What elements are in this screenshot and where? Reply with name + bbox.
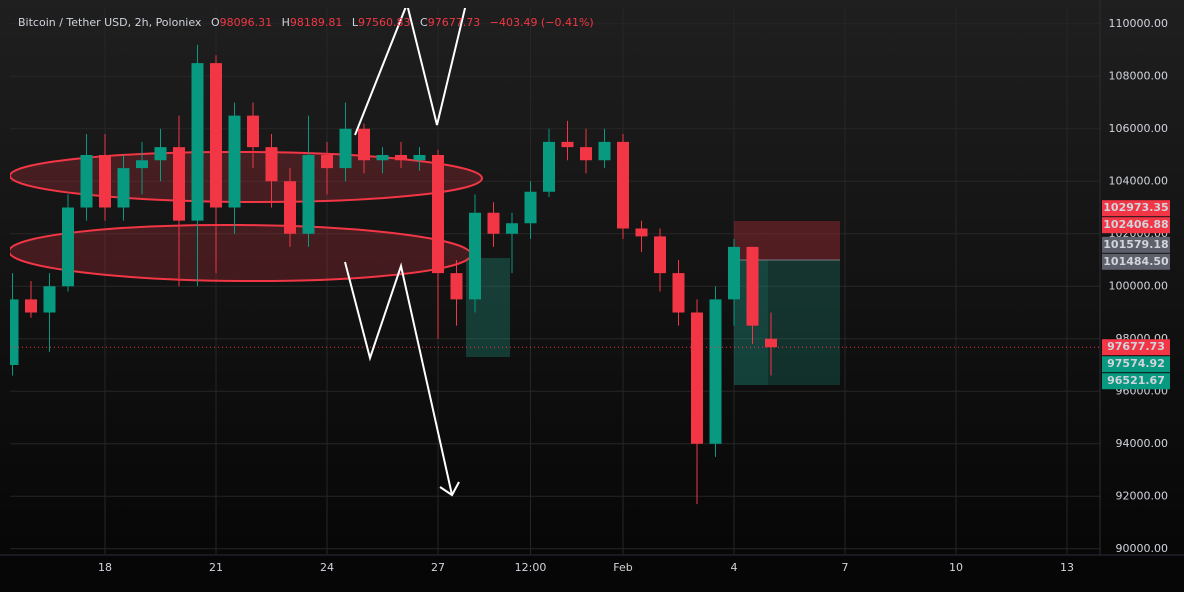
ohlc-key: L: [352, 16, 359, 29]
candle-body: [339, 128, 352, 169]
price-tag-label: 102406.88: [1103, 218, 1168, 231]
x-tick-label: Feb: [613, 561, 632, 574]
candle-body: [43, 286, 56, 313]
candle-body: [210, 63, 222, 208]
candle-body: [413, 155, 426, 161]
drawings-front: [344, 8, 467, 497]
ohlc-value: 97560.83: [358, 16, 411, 29]
candle-body: [376, 155, 389, 161]
candle-body: [506, 223, 518, 234]
legend: Bitcoin / Tether USD, 2h, Poloniex O9809…: [18, 16, 594, 29]
candle-body: [487, 212, 500, 234]
y-tick-label: 100000.00: [1109, 279, 1169, 292]
x-tick-label: 13: [1060, 561, 1074, 574]
ohlc-value: 97677.73: [428, 16, 481, 29]
price-tag-label: 97677.73: [1107, 340, 1165, 353]
y-tick-label: 104000.00: [1109, 174, 1169, 187]
candle-body: [654, 236, 666, 274]
price-tag: [1102, 373, 1170, 390]
x-tick-label: 24: [320, 561, 334, 574]
price-tag: [1102, 200, 1170, 217]
x-tick-label: 12:00: [515, 561, 547, 574]
candle-body: [173, 147, 185, 221]
candle-body: [543, 141, 555, 192]
y-tick-label: 90000.00: [1116, 542, 1169, 555]
candle-body: [469, 212, 481, 300]
candle-body: [524, 191, 537, 224]
candle-body: [765, 338, 777, 348]
price-tag-label: 97574.92: [1107, 357, 1165, 370]
candle-body: [395, 155, 407, 161]
candle-body: [284, 181, 296, 234]
candle-body: [598, 141, 611, 161]
price-tag: [1102, 253, 1170, 270]
candle-body: [191, 63, 204, 221]
candle-body: [10, 299, 19, 365]
candle-body: [136, 160, 148, 169]
x-tick-label: 10: [949, 561, 963, 574]
symbol: Bitcoin / Tether USD, 2h, Poloniex: [18, 16, 202, 29]
y-tick-label: 110000.00: [1109, 17, 1169, 30]
zigzag-up: [354, 8, 467, 136]
x-tick-label: 7: [842, 561, 849, 574]
ohlc-key: O: [211, 16, 220, 29]
price-tag: [1102, 356, 1170, 373]
price-tag-label: 101579.18: [1103, 238, 1168, 251]
x-tick-label: 4: [731, 561, 738, 574]
x-tick-label: 18: [98, 561, 112, 574]
candle-body: [358, 128, 370, 161]
ohlc-key: H: [282, 16, 290, 29]
candle-body: [432, 155, 444, 274]
candle-body: [580, 147, 592, 161]
ohlc-value: 98096.31: [220, 16, 273, 29]
x-tick-label: 27: [431, 561, 445, 574]
price-tag: [1102, 217, 1170, 234]
candle-body: [117, 168, 130, 208]
y-tick-label: 92000.00: [1116, 489, 1169, 502]
candle-body: [450, 273, 463, 300]
candles: [10, 44, 1100, 505]
candle-body: [617, 141, 629, 229]
ohlc-value: 98189.81: [290, 16, 343, 29]
candle-body: [691, 312, 703, 444]
zigzag-down: [344, 261, 453, 496]
ohlc-key: C: [420, 16, 428, 29]
candle-body: [228, 115, 241, 208]
candle-body: [321, 155, 333, 169]
candle-body: [247, 115, 259, 148]
candle-body: [709, 299, 722, 444]
candle-body: [62, 207, 74, 287]
candle-body: [80, 155, 93, 208]
candle-body: [728, 246, 740, 300]
axes: 90000.0092000.0094000.0096000.0098000.00…: [98, 17, 1168, 574]
candle-body: [302, 155, 315, 234]
candle-body: [265, 147, 278, 182]
price-tag: [1102, 339, 1170, 356]
candle-body: [99, 155, 111, 208]
price-tags: 102973.35 102406.88 101579.18 101484.50 9767…: [1102, 200, 1170, 390]
y-tick-label: 94000.00: [1116, 437, 1169, 450]
arrow-head: [439, 481, 460, 497]
candle-body: [154, 147, 167, 161]
candle-body: [672, 273, 685, 313]
y-tick-label: 108000.00: [1109, 69, 1169, 82]
candle-body: [561, 141, 574, 148]
price-tag-label: 102973.35: [1103, 201, 1168, 214]
candle-body: [25, 299, 37, 313]
price-tag-label: 96521.67: [1107, 374, 1165, 387]
price-tag-label: 101484.50: [1103, 255, 1169, 268]
price-tag: [1102, 236, 1170, 253]
candle-body: [746, 246, 759, 326]
change: −403.49 (−0.41%): [490, 16, 594, 29]
candle-body: [635, 228, 648, 237]
x-tick-label: 21: [209, 561, 223, 574]
y-tick-label: 106000.00: [1109, 122, 1169, 135]
